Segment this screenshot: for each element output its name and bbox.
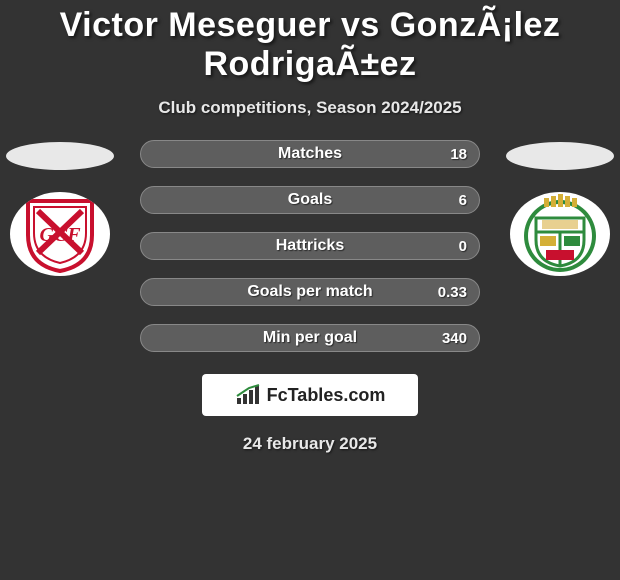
stat-row-hattricks: Hattricks 0	[140, 232, 480, 260]
team-crest-left: GCF	[10, 192, 110, 276]
right-column	[500, 140, 620, 276]
stat-row-matches: Matches 18	[140, 140, 480, 168]
granada-crest-icon: GCF	[24, 195, 96, 273]
stat-value: 0.33	[438, 284, 467, 301]
content: GCF Matc	[0, 140, 620, 352]
stat-row-goals: Goals 6	[140, 186, 480, 214]
stat-label: Goals per match	[247, 283, 372, 301]
branding-text: FcTables.com	[267, 385, 386, 406]
stat-value: 6	[459, 192, 467, 209]
stat-row-goals-per-match: Goals per match 0.33	[140, 278, 480, 306]
stat-label: Goals	[288, 191, 332, 209]
cordoba-crest-icon	[518, 192, 602, 276]
page-title: Victor Meseguer vs GonzÃ¡lez RodrigaÃ±ez	[0, 0, 620, 84]
stat-value: 0	[459, 238, 467, 255]
stat-value: 340	[442, 330, 467, 347]
svg-text:GCF: GCF	[39, 224, 81, 246]
player-placeholder-right	[506, 142, 614, 170]
stat-value: 18	[450, 146, 467, 163]
stat-label: Matches	[278, 145, 342, 163]
team-crest-right	[510, 192, 610, 276]
bar-chart-icon	[235, 384, 261, 406]
stat-row-min-per-goal: Min per goal 340	[140, 324, 480, 352]
stats-list: Matches 18 Goals 6 Hattricks 0 Goals per…	[140, 140, 480, 352]
branding-box[interactable]: FcTables.com	[202, 374, 418, 416]
left-column: GCF	[0, 140, 120, 276]
footer-date: 24 february 2025	[0, 434, 620, 454]
player-placeholder-left	[6, 142, 114, 170]
stat-label: Hattricks	[276, 237, 344, 255]
stat-label: Min per goal	[263, 329, 357, 347]
subtitle: Club competitions, Season 2024/2025	[0, 98, 620, 118]
